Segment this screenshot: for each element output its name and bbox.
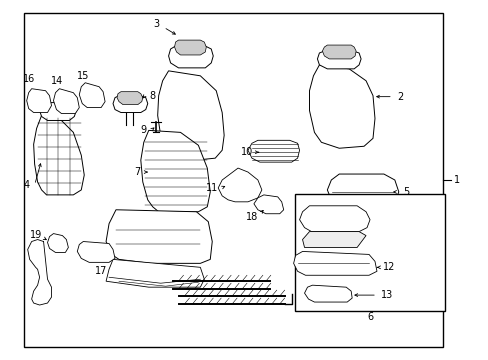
Polygon shape bbox=[157, 71, 224, 160]
Text: 5: 5 bbox=[403, 187, 409, 197]
Polygon shape bbox=[304, 285, 351, 302]
Polygon shape bbox=[293, 251, 376, 275]
Polygon shape bbox=[89, 253, 97, 261]
Polygon shape bbox=[77, 242, 115, 262]
Text: 16: 16 bbox=[22, 74, 35, 84]
Polygon shape bbox=[27, 89, 51, 113]
Text: 12: 12 bbox=[382, 262, 394, 272]
Polygon shape bbox=[106, 210, 212, 264]
Polygon shape bbox=[53, 89, 79, 113]
Polygon shape bbox=[309, 65, 374, 148]
Text: 9: 9 bbox=[141, 125, 146, 135]
Polygon shape bbox=[326, 174, 398, 208]
Polygon shape bbox=[101, 253, 109, 261]
Polygon shape bbox=[317, 51, 360, 69]
Text: 19: 19 bbox=[29, 230, 41, 239]
Polygon shape bbox=[141, 130, 210, 212]
Text: 3: 3 bbox=[153, 19, 160, 29]
Polygon shape bbox=[79, 83, 105, 108]
Polygon shape bbox=[117, 92, 142, 105]
Polygon shape bbox=[168, 46, 213, 68]
Text: 6: 6 bbox=[366, 312, 372, 322]
Text: 7: 7 bbox=[133, 167, 140, 177]
Text: 13: 13 bbox=[380, 290, 392, 300]
Text: 4: 4 bbox=[23, 180, 30, 190]
Polygon shape bbox=[106, 260, 204, 287]
Polygon shape bbox=[34, 116, 84, 195]
Polygon shape bbox=[174, 40, 206, 55]
Polygon shape bbox=[218, 168, 262, 202]
Text: 10: 10 bbox=[241, 147, 253, 157]
Text: 18: 18 bbox=[245, 212, 258, 222]
Text: 8: 8 bbox=[149, 91, 156, 101]
Polygon shape bbox=[322, 45, 355, 59]
Polygon shape bbox=[113, 96, 147, 113]
Bar bbox=[294, 194, 445, 311]
Polygon shape bbox=[302, 231, 366, 247]
Polygon shape bbox=[247, 140, 299, 162]
Polygon shape bbox=[299, 206, 369, 231]
Polygon shape bbox=[47, 234, 68, 252]
Text: 1: 1 bbox=[453, 175, 460, 185]
Polygon shape bbox=[40, 103, 76, 121]
Text: 14: 14 bbox=[51, 76, 63, 86]
Text: 17: 17 bbox=[95, 266, 107, 276]
Polygon shape bbox=[253, 195, 283, 214]
Text: 11: 11 bbox=[206, 183, 218, 193]
Text: 15: 15 bbox=[77, 71, 89, 81]
Bar bbox=[24, 13, 443, 347]
Text: 2: 2 bbox=[397, 92, 403, 102]
